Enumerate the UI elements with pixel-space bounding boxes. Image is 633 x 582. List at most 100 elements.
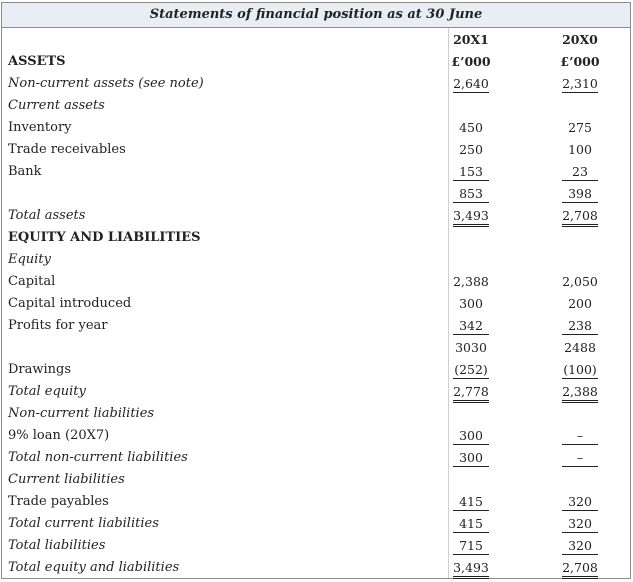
double-underline bbox=[562, 381, 598, 403]
row-label: Trade receivables bbox=[8, 142, 126, 157]
underline bbox=[562, 447, 598, 467]
value-20x1: 415 bbox=[459, 516, 483, 531]
row-label: Total non-current liabilities bbox=[8, 450, 188, 465]
table-row: Bank 153 23 bbox=[2, 160, 630, 182]
table-row: Capital 2,388 2,050 bbox=[2, 270, 630, 292]
value-20x1: 3030 bbox=[455, 340, 487, 355]
year-1-header: 20X1 bbox=[453, 32, 489, 47]
value-20x1: 300 bbox=[459, 296, 483, 311]
underline bbox=[453, 315, 489, 335]
value-20x0: 2,708 bbox=[562, 208, 598, 223]
unit-1-header: £’000 bbox=[451, 54, 491, 69]
value-20x1: 2,778 bbox=[453, 384, 489, 399]
value-20x1: 153 bbox=[459, 164, 483, 179]
underline bbox=[453, 359, 489, 379]
underline bbox=[562, 315, 598, 335]
row-label: Total equity bbox=[8, 384, 86, 399]
table-row: 9% loan (20X7) 300 – bbox=[2, 424, 630, 446]
underline bbox=[562, 73, 598, 93]
table-row: Trade receivables 250 100 bbox=[2, 138, 630, 160]
double-underline bbox=[562, 557, 598, 579]
row-label: Bank bbox=[8, 164, 42, 179]
value-20x0: 238 bbox=[568, 318, 592, 333]
value-20x0: 2,310 bbox=[562, 76, 598, 91]
row-label: EQUITY AND LIABILITIES bbox=[8, 230, 201, 245]
underline bbox=[453, 491, 489, 511]
underline bbox=[562, 359, 598, 379]
table-row: Total equity 2,778 2,388 bbox=[2, 380, 630, 403]
table-row: Equity bbox=[2, 248, 630, 270]
row-label: Total liabilities bbox=[8, 538, 106, 553]
table-row: Current assets bbox=[2, 94, 630, 116]
row-label: Inventory bbox=[8, 120, 72, 135]
underline bbox=[562, 425, 598, 445]
value-20x1: 415 bbox=[459, 494, 483, 509]
underline bbox=[562, 535, 598, 555]
underline bbox=[453, 183, 489, 203]
row-label: Non-current liabilities bbox=[8, 406, 155, 421]
year-2-header: 20X0 bbox=[562, 32, 598, 47]
table-row: Non-current liabilities bbox=[2, 402, 630, 424]
value-20x1: 3,493 bbox=[453, 208, 489, 223]
row-label: Current assets bbox=[8, 98, 105, 113]
table-row: Total non-current liabilities 300 – bbox=[2, 446, 630, 468]
table-row: Capital introduced 300 200 bbox=[2, 292, 630, 314]
value-20x0: 320 bbox=[568, 516, 592, 531]
value-20x0: 100 bbox=[568, 142, 592, 157]
value-20x1: 300 bbox=[459, 450, 483, 465]
underline bbox=[562, 161, 598, 181]
table-row: Total liabilities 715 320 bbox=[2, 534, 630, 556]
table-row: 3030 2488 bbox=[2, 336, 630, 358]
table-row: Total equity and liabilities 3,493 2,708 bbox=[2, 556, 630, 579]
table-row: EQUITY AND LIABILITIES bbox=[2, 226, 630, 248]
row-label: Equity bbox=[8, 252, 51, 267]
row-label: Total current liabilities bbox=[8, 516, 159, 531]
row-label: Non-current assets (see note) bbox=[8, 76, 204, 91]
table-row: Total current liabilities 415 320 bbox=[2, 512, 630, 534]
value-20x1: 2,640 bbox=[453, 76, 489, 91]
row-label: Current liabilities bbox=[8, 472, 125, 487]
value-20x1: 450 bbox=[459, 120, 483, 135]
year-header-row: 20X1 20X0 bbox=[2, 28, 630, 50]
row-label: Profits for year bbox=[8, 318, 108, 333]
unit-2-header: £’000 bbox=[560, 54, 600, 69]
value-20x0: – bbox=[576, 450, 584, 465]
table-row: 853 398 bbox=[2, 182, 630, 204]
value-20x0: 320 bbox=[568, 494, 592, 509]
value-20x0: 2,050 bbox=[562, 274, 598, 289]
underline bbox=[453, 513, 489, 533]
row-label: Capital introduced bbox=[8, 296, 132, 311]
table-row: Current liabilities bbox=[2, 468, 630, 490]
value-20x1: 715 bbox=[459, 538, 483, 553]
table-row: Trade payables 415 320 bbox=[2, 490, 630, 512]
underline bbox=[453, 73, 489, 93]
value-20x1: 300 bbox=[459, 428, 483, 443]
value-20x0: (100) bbox=[563, 362, 597, 377]
underline bbox=[453, 535, 489, 555]
value-20x1: 853 bbox=[459, 186, 483, 201]
table-row: Total assets 3,493 2,708 bbox=[2, 204, 630, 227]
value-20x0: 398 bbox=[568, 186, 592, 201]
row-label: Total equity and liabilities bbox=[8, 560, 180, 575]
double-underline bbox=[453, 381, 489, 403]
double-underline bbox=[453, 557, 489, 579]
underline bbox=[562, 513, 598, 533]
row-label-assets: ASSETS bbox=[8, 54, 66, 69]
underline bbox=[562, 183, 598, 203]
value-20x0: – bbox=[576, 428, 584, 443]
row-label: Trade payables bbox=[8, 494, 109, 509]
underline bbox=[453, 425, 489, 445]
value-20x1: 342 bbox=[459, 318, 483, 333]
underline bbox=[453, 447, 489, 467]
table-row: Drawings (252) (100) bbox=[2, 358, 630, 380]
double-underline bbox=[453, 205, 489, 227]
column-divider bbox=[448, 28, 449, 578]
value-20x1: 3,493 bbox=[453, 560, 489, 575]
underline bbox=[453, 161, 489, 181]
value-20x0: 320 bbox=[568, 538, 592, 553]
table-row: ASSETS £’000 £’000 bbox=[2, 50, 630, 72]
value-20x0: 23 bbox=[572, 164, 588, 179]
value-20x0: 2,388 bbox=[562, 384, 598, 399]
row-label: Capital bbox=[8, 274, 56, 289]
row-label: Drawings bbox=[8, 362, 72, 377]
